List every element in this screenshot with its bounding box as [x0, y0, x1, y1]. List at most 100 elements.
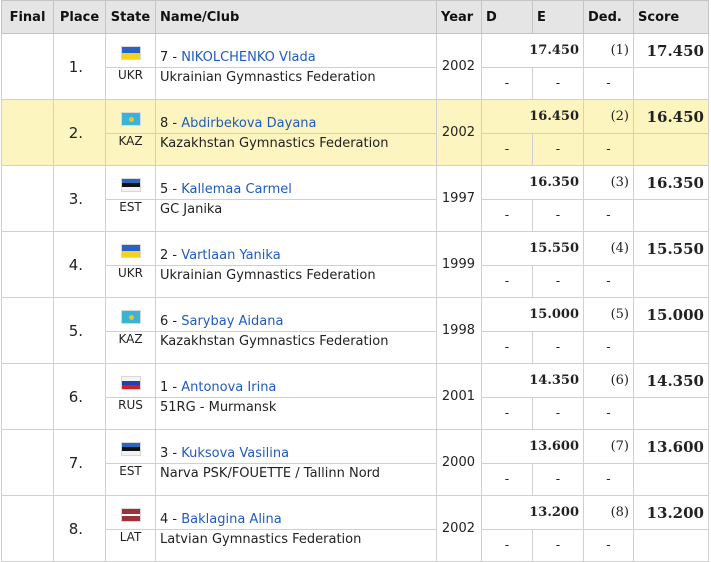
header-place: Place — [53, 0, 106, 34]
kaz-flag-icon — [120, 111, 141, 126]
athlete-cell: 3 - Kuksova Vasilina — [155, 429, 437, 464]
club-name: Ukrainian Gymnastics Federation — [155, 265, 437, 298]
ded-score-cell: - — [583, 397, 634, 430]
bib-number: 7 - — [160, 50, 182, 65]
country-code: KAZ — [105, 331, 156, 364]
table-row-detail: KAZ Kazakhstan Gymnastics Federation - - - — [2, 331, 709, 364]
athlete-link[interactable]: Kuksova Vasilina — [181, 446, 290, 461]
flag-cell — [105, 33, 156, 68]
score-cell: 13.600 — [633, 429, 709, 464]
de-total-cell: 15.550 — [481, 231, 584, 266]
bib-number: 8 - — [160, 116, 182, 131]
score-detail-cell — [633, 397, 709, 430]
bib-number: 3 - — [160, 446, 182, 461]
country-code: EST — [105, 199, 156, 232]
rank-cell: (7) — [583, 429, 634, 464]
header-final: Final — [1, 0, 54, 34]
score-cell: 15.550 — [633, 231, 709, 266]
ded-score-cell: - — [583, 331, 634, 364]
athlete-link[interactable]: NIKOLCHENKO Vlada — [181, 50, 316, 65]
rank-cell: (3) — [583, 165, 634, 200]
athlete-cell: 5 - Kallemaa Carmel — [155, 165, 437, 200]
ded-score-cell: - — [583, 265, 634, 298]
score-detail-cell — [633, 463, 709, 496]
rank-cell: (4) — [583, 231, 634, 266]
place-cell: 1. — [53, 33, 106, 100]
year-cell: 2002 — [436, 33, 482, 100]
ukr-flag-icon — [120, 45, 141, 60]
d-score-cell: - — [481, 397, 533, 430]
table-row-detail: EST Narva PSK/FOUETTE / Tallinn Nord - - - — [2, 463, 709, 496]
year-cell: 1999 — [436, 231, 482, 298]
flag-cell — [105, 165, 156, 200]
athlete-cell: 2 - Vartlaan Yanika — [155, 231, 437, 266]
final-cell — [1, 165, 54, 232]
rank-cell: (5) — [583, 297, 634, 332]
table-row-detail: RUS 51RG - Murmansk - - - — [2, 397, 709, 430]
year-cell: 1997 — [436, 165, 482, 232]
athlete-cell: 7 - NIKOLCHENKO Vlada — [155, 33, 437, 68]
flag-cell — [105, 495, 156, 530]
athlete-link[interactable]: Sarybay Aidana — [181, 314, 284, 329]
de-total-cell: 17.450 — [481, 33, 584, 68]
bib-number: 6 - — [160, 314, 182, 329]
header-ded: Ded. — [583, 0, 634, 34]
d-score-cell: - — [481, 67, 533, 100]
country-code: EST — [105, 463, 156, 496]
flag-cell — [105, 363, 156, 398]
header-e: E — [532, 0, 584, 34]
final-cell — [1, 99, 54, 166]
est-flag-icon — [120, 441, 141, 456]
club-name: 51RG - Murmansk — [155, 397, 437, 430]
athlete-link[interactable]: Antonova Irina — [181, 380, 277, 395]
table-row: 5. 6 - Sarybay Aidana 1998 15.000 (5) 15.000 — [1, 297, 709, 364]
rank-cell: (2) — [583, 99, 634, 134]
table-row: 6. 1 - Antonova Irina 2001 14.350 (6) 14.350 — [1, 363, 709, 430]
bib-number: 2 - — [160, 248, 182, 263]
table-row: 3. 5 - Kallemaa Carmel 1997 16.350 (3) 16.350 — [1, 165, 709, 232]
d-score-cell: - — [481, 331, 533, 364]
place-cell: 3. — [53, 165, 106, 232]
club-name: Ukrainian Gymnastics Federation — [155, 67, 437, 100]
final-cell — [1, 33, 54, 100]
club-name: Narva PSK/FOUETTE / Tallinn Nord — [155, 463, 437, 496]
score-cell: 16.350 — [633, 165, 709, 200]
country-code: UKR — [105, 67, 156, 100]
rank-cell: (8) — [583, 495, 634, 530]
athlete-link[interactable]: Abdirbekova Dayana — [181, 116, 317, 131]
year-cell: 2002 — [436, 99, 482, 166]
d-score-cell: - — [481, 463, 533, 496]
score-cell: 13.200 — [633, 495, 709, 530]
e-score-cell: - — [532, 133, 584, 166]
country-code: LAT — [105, 529, 156, 562]
athlete-link[interactable]: Vartlaan Yanika — [181, 248, 281, 263]
rus-flag-icon — [120, 375, 141, 390]
final-cell — [1, 429, 54, 496]
e-score-cell: - — [532, 265, 584, 298]
table-row-detail: LAT Latvian Gymnastics Federation - - - — [2, 529, 709, 562]
est-flag-icon — [120, 177, 141, 192]
athlete-link[interactable]: Kallemaa Carmel — [181, 182, 292, 197]
flag-cell — [105, 429, 156, 464]
place-cell: 2. — [53, 99, 106, 166]
score-cell: 17.450 — [633, 33, 709, 68]
d-score-cell: - — [481, 133, 533, 166]
bib-number: 5 - — [160, 182, 182, 197]
table-row-detail: KAZ Kazakhstan Gymnastics Federation - - - — [2, 133, 709, 166]
athlete-cell: 8 - Abdirbekova Dayana — [155, 99, 437, 134]
header-year: Year — [436, 0, 482, 34]
de-total-cell: 16.350 — [481, 165, 584, 200]
ukr-flag-icon — [120, 243, 141, 258]
place-cell: 6. — [53, 363, 106, 430]
country-code: KAZ — [105, 133, 156, 166]
score-cell: 14.350 — [633, 363, 709, 398]
final-cell — [1, 495, 54, 562]
header-score: Score — [633, 0, 709, 34]
place-cell: 7. — [53, 429, 106, 496]
lat-flag-icon — [120, 507, 141, 522]
score-detail-cell — [633, 133, 709, 166]
athlete-link[interactable]: Baklagina Alina — [181, 512, 282, 527]
score-cell: 15.000 — [633, 297, 709, 332]
header-state: State — [105, 0, 156, 34]
